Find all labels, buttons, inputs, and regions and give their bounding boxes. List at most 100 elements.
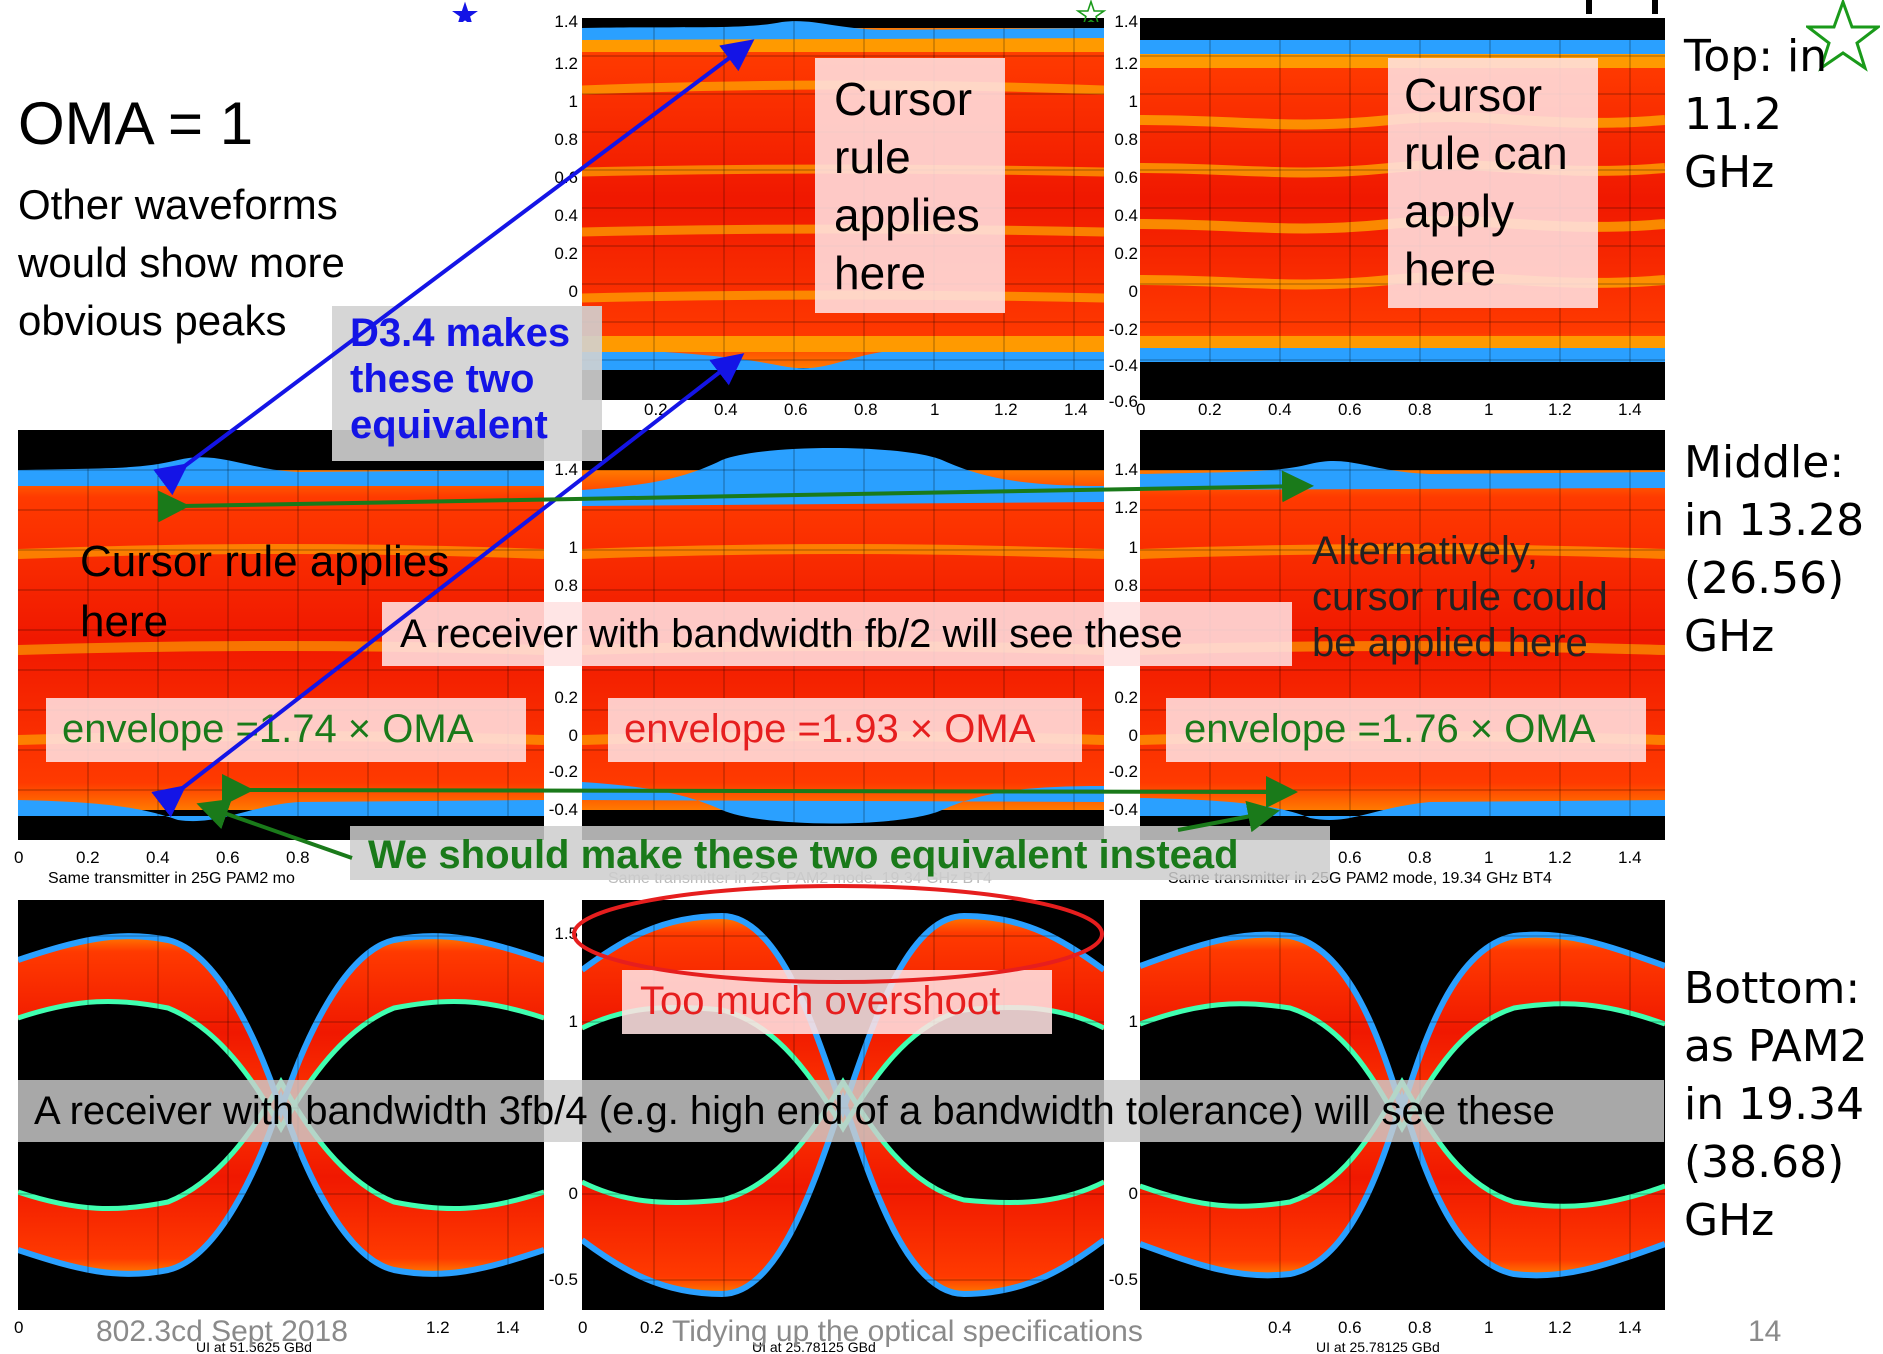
title-fragment-bar — [1652, 0, 1658, 14]
d34-line: D3.4 makes — [350, 311, 571, 355]
x-tick: 1.2 — [1548, 1318, 1572, 1337]
x-tick: 1 — [930, 400, 940, 419]
y-tick: 0 — [568, 1184, 578, 1203]
y-tick: -0.4 — [1108, 800, 1138, 819]
callout-line: Alternatively, — [1312, 529, 1539, 573]
caption-bot-left: UI at 51.5625 GBd — [196, 1340, 312, 1354]
make-equivalent-text: We should make these two equivalent inst… — [368, 833, 1239, 877]
y-tick: -0.4 — [1108, 356, 1138, 375]
y-tick: 0.2 — [1114, 688, 1138, 707]
y-tick: -0.2 — [548, 762, 578, 781]
callout-line: here — [1404, 243, 1497, 295]
y-tick: 0.2 — [1114, 244, 1138, 263]
envelope-left: envelope =1.74 × OMA — [62, 707, 474, 751]
y-tick: 0.6 — [554, 168, 578, 187]
callout-line: apply — [1404, 185, 1514, 237]
side-label-middle: Middle: in 13.28 (26.56) GHz — [1684, 434, 1864, 666]
callout-line: rule can — [1404, 127, 1568, 179]
y-tick: 1 — [1128, 92, 1138, 111]
y-tick: 1 — [568, 1012, 578, 1031]
side-line: Bottom: — [1684, 963, 1861, 1014]
x-tick: 0.6 — [216, 848, 240, 867]
x-tick: 1.2 — [1548, 400, 1572, 419]
y-tick: 0.2 — [554, 688, 578, 707]
y-tick: 1.5 — [554, 924, 578, 943]
y-tick: 1.2 — [1114, 498, 1138, 517]
x-tick: 1 — [1484, 848, 1494, 867]
envelope-mid: envelope =1.93 × OMA — [624, 707, 1036, 751]
x-ticks-bot-center: 0 0.2 — [578, 1318, 1108, 1340]
callout-line: here — [834, 247, 927, 299]
x-tick: 1.4 — [1618, 400, 1642, 419]
x-tick: 0.4 — [146, 848, 170, 867]
receiver-3q-box — [18, 1080, 1664, 1142]
note-line: Other waveforms — [18, 181, 338, 228]
side-line: Middle: — [1684, 437, 1845, 488]
x-tick: 0.8 — [1408, 1318, 1432, 1337]
x-tick: 1.4 — [1618, 848, 1642, 867]
callout-line: rule — [834, 131, 911, 183]
x-tick: 0.4 — [714, 400, 738, 419]
x-tick: 0.2 — [1198, 400, 1222, 419]
footer-left: 802.3cd Sept 2018 — [96, 1315, 348, 1348]
d34-line: these two — [350, 357, 535, 401]
y-tick: 1.2 — [1114, 54, 1138, 73]
x-tick: 0.4 — [1268, 1318, 1292, 1337]
y-tick: 1 — [1128, 1012, 1138, 1031]
y-tick: 0.8 — [1114, 130, 1138, 149]
x-tick: 0.4 — [1268, 400, 1292, 419]
y-tick: 1 — [1128, 538, 1138, 557]
side-line: GHz — [1684, 611, 1775, 662]
receiver-3q-text: A receiver with bandwidth 3fb/4 (e.g. hi… — [34, 1089, 1555, 1133]
y-tick: 0.4 — [554, 206, 578, 225]
y-tick: 0 — [1128, 726, 1138, 745]
side-line: in 13.28 — [1684, 495, 1865, 546]
y-tick: 0.6 — [1114, 168, 1138, 187]
x-tick: 1.4 — [1064, 400, 1088, 419]
star-icon — [1075, 0, 1107, 22]
make-equivalent-box — [350, 826, 1330, 880]
envelope-right-box — [1166, 698, 1646, 762]
callout-cursor-can-apply-text: Cursor rule can apply here — [1404, 66, 1568, 298]
side-line: 11.2 GHz — [1684, 89, 1782, 198]
overshoot-text: Too much overshoot — [640, 979, 1001, 1023]
footer-center: Tidying up the optical specifications — [672, 1315, 1143, 1348]
y-tick: -0.2 — [1108, 320, 1138, 339]
receiver-half-text: A receiver with bandwidth fb/2 will see … — [400, 612, 1183, 656]
x-tick: 0.6 — [1338, 1318, 1362, 1337]
x-tick: 0.6 — [1338, 400, 1362, 419]
x-tick: 0.8 — [1408, 848, 1432, 867]
x-ticks-mid-right: 0.6 0.8 1 1.2 1.4 — [1136, 848, 1666, 870]
side-line: Top: in — [1684, 31, 1828, 82]
callout-line: Cursor — [1404, 69, 1543, 121]
x-tick: 0 — [1136, 400, 1146, 419]
d34-line: equivalent — [350, 403, 548, 447]
y-tick: -0.4 — [548, 800, 578, 819]
callout-cursor-can-apply — [1388, 58, 1598, 308]
y-tick: -0.2 — [1108, 762, 1138, 781]
side-line: GHz — [1684, 1195, 1775, 1246]
callout-line: cursor rule could — [1312, 575, 1608, 619]
x-tick: 0.6 — [1338, 848, 1362, 867]
caption-bot-right: UI at 25.78125 GBd — [1316, 1340, 1440, 1354]
y-tick: 0.8 — [554, 576, 578, 595]
star-icon — [1806, 0, 1880, 72]
side-label-top: Top: in 11.2 GHz — [1684, 28, 1883, 202]
oma-title: OMA = 1 — [18, 90, 254, 157]
y-ticks-top-right: 1.4 1.2 1 0.8 0.6 0.4 0.2 0 -0.2 -0.4 -0… — [1108, 8, 1138, 411]
x-tick: 0 — [14, 848, 24, 867]
caption-bot-center: UI at 25.78125 GBd — [752, 1340, 876, 1354]
x-tick: 1.2 — [1548, 848, 1572, 867]
y-tick: 1.2 — [554, 54, 578, 73]
y-tick: 0.8 — [554, 130, 578, 149]
star-icon — [452, 1, 478, 22]
envelope-right: envelope =1.76 × OMA — [1184, 707, 1596, 751]
x-tick: 1.4 — [1618, 1318, 1642, 1337]
y-tick: 1 — [568, 92, 578, 111]
callout-line: Cursor — [834, 73, 973, 125]
y-tick: 1.4 — [1114, 460, 1138, 479]
callout-cursor-applies-text: Cursor rule applies here — [834, 70, 980, 302]
y-tick: 0.8 — [1114, 576, 1138, 595]
side-line: in 19.34 — [1684, 1079, 1865, 1130]
caption-mid-left: Same transmitter in 25G PAM2 mo — [48, 870, 295, 887]
